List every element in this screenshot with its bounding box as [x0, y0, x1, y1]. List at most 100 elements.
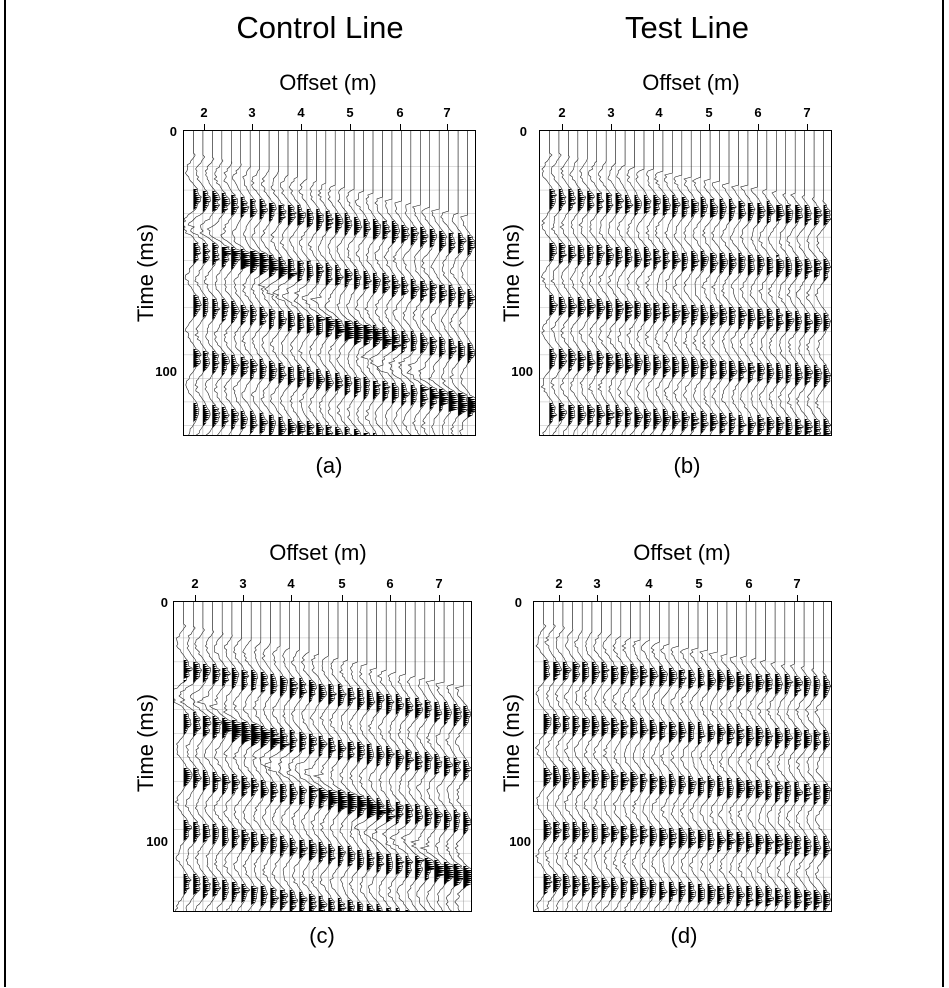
xtickmark-d-2 [649, 595, 650, 601]
trace-fill [653, 195, 662, 430]
trace-fill [601, 662, 611, 899]
trace-wiggle [220, 131, 244, 435]
trace-fill [391, 221, 403, 404]
trace-fill [697, 668, 706, 903]
traces-a [184, 131, 475, 435]
trace-fill [784, 674, 794, 909]
ytick-c-100: 100 [146, 834, 168, 849]
xtick-b-3: 5 [705, 105, 713, 120]
xtick-c-2: 4 [287, 576, 295, 591]
trace-wiggle [727, 602, 746, 911]
traces-b [540, 131, 831, 435]
trace-fill [316, 209, 327, 435]
xtick-a-4: 6 [396, 105, 404, 120]
trace-fill [707, 670, 716, 905]
trace-wiggle [573, 602, 592, 911]
panel-label-d: (d) [670, 923, 698, 948]
xtickmark-d-3 [699, 595, 700, 601]
trace-fill [467, 235, 475, 418]
trace-wiggle [767, 131, 785, 435]
trace-fill [562, 662, 572, 897]
xtick-c-5: 7 [435, 576, 443, 591]
trace-fill [373, 219, 387, 435]
trace-wiggle [747, 602, 765, 911]
offset-label-d: Offset (m) [633, 540, 731, 565]
trace-fill [823, 676, 831, 911]
ytick-b-0: 0 [519, 124, 527, 139]
trace-wiggle [766, 602, 785, 911]
trace-fill [463, 706, 471, 889]
trace-wiggle [616, 131, 634, 435]
trace-wiggle [206, 131, 235, 435]
trace-wiggle [814, 602, 831, 911]
xtick-d-3: 5 [695, 576, 703, 591]
trace-fill [649, 668, 659, 899]
trace-fill [231, 195, 244, 430]
panel-label-c: (c) [309, 923, 335, 948]
trace-fill [823, 205, 831, 435]
trace-fill [804, 676, 813, 911]
trace-wiggle [550, 131, 568, 435]
trace-wiggle [400, 602, 426, 911]
xtickmark-b-3 [709, 124, 710, 130]
trace-fill [328, 684, 342, 911]
trace-fill [795, 205, 804, 435]
trace-fill [424, 700, 439, 881]
trace-fill [710, 199, 719, 432]
trace-fill [212, 191, 221, 428]
xtick-b-2: 4 [655, 105, 663, 120]
trace-wiggle [626, 131, 644, 435]
trace-wiggle [294, 602, 320, 911]
trace-wiggle [293, 131, 315, 435]
trace-fill [757, 203, 766, 435]
trace-fill [726, 670, 736, 905]
xtickmark-b-0 [562, 124, 563, 130]
trace-wiggle [360, 131, 388, 435]
trace-fill [444, 702, 458, 885]
trace-fill [363, 219, 378, 435]
trace-wiggle [208, 602, 237, 911]
trace-wiggle [257, 131, 285, 435]
trace-wiggle [795, 131, 814, 435]
trace-fill [659, 666, 668, 901]
trace-fill [231, 668, 247, 903]
trace-fill [700, 197, 709, 434]
xtickmark-a-5 [447, 124, 448, 130]
ytick-c-0: 0 [160, 595, 168, 610]
trace-wiggle [621, 602, 640, 911]
trace-wiggle [259, 602, 285, 911]
trace-fill [259, 199, 274, 434]
trace-fill [543, 660, 553, 895]
trace-fill [620, 666, 630, 899]
xtick-d-2: 4 [645, 576, 653, 591]
trace-wiggle [252, 602, 275, 911]
trace-fill [804, 205, 813, 435]
xtick-d-5: 7 [793, 576, 801, 591]
trace-wiggle [178, 602, 202, 911]
trace-fill [429, 229, 444, 410]
trace-wiggle [449, 131, 472, 435]
trace-wiggle [777, 131, 795, 435]
trace-fill [662, 195, 671, 432]
trace-wiggle [241, 131, 264, 435]
trace-fill [568, 189, 577, 426]
xtickmark-c-5 [439, 595, 440, 601]
trace-fill [386, 694, 397, 911]
ylabel-c: Time (ms) [133, 693, 158, 793]
trace-fill [251, 670, 266, 905]
trace-wiggle [578, 131, 596, 435]
trace-fill [335, 213, 350, 435]
trace-wiggle [458, 131, 475, 435]
trace-fill [357, 688, 373, 911]
trace-wiggle [440, 131, 464, 435]
trace-fill [738, 201, 747, 435]
trace-wiggle [794, 602, 813, 911]
trace-wiggle [309, 131, 339, 435]
trace-wiggle [282, 131, 306, 435]
trace-fill [625, 195, 634, 428]
control-line-title: Control Line [236, 10, 404, 45]
seismic-panel-d [533, 601, 832, 912]
xtick-b-5: 7 [803, 105, 811, 120]
trace-wiggle [196, 602, 224, 911]
trace-wiggle [758, 131, 776, 435]
